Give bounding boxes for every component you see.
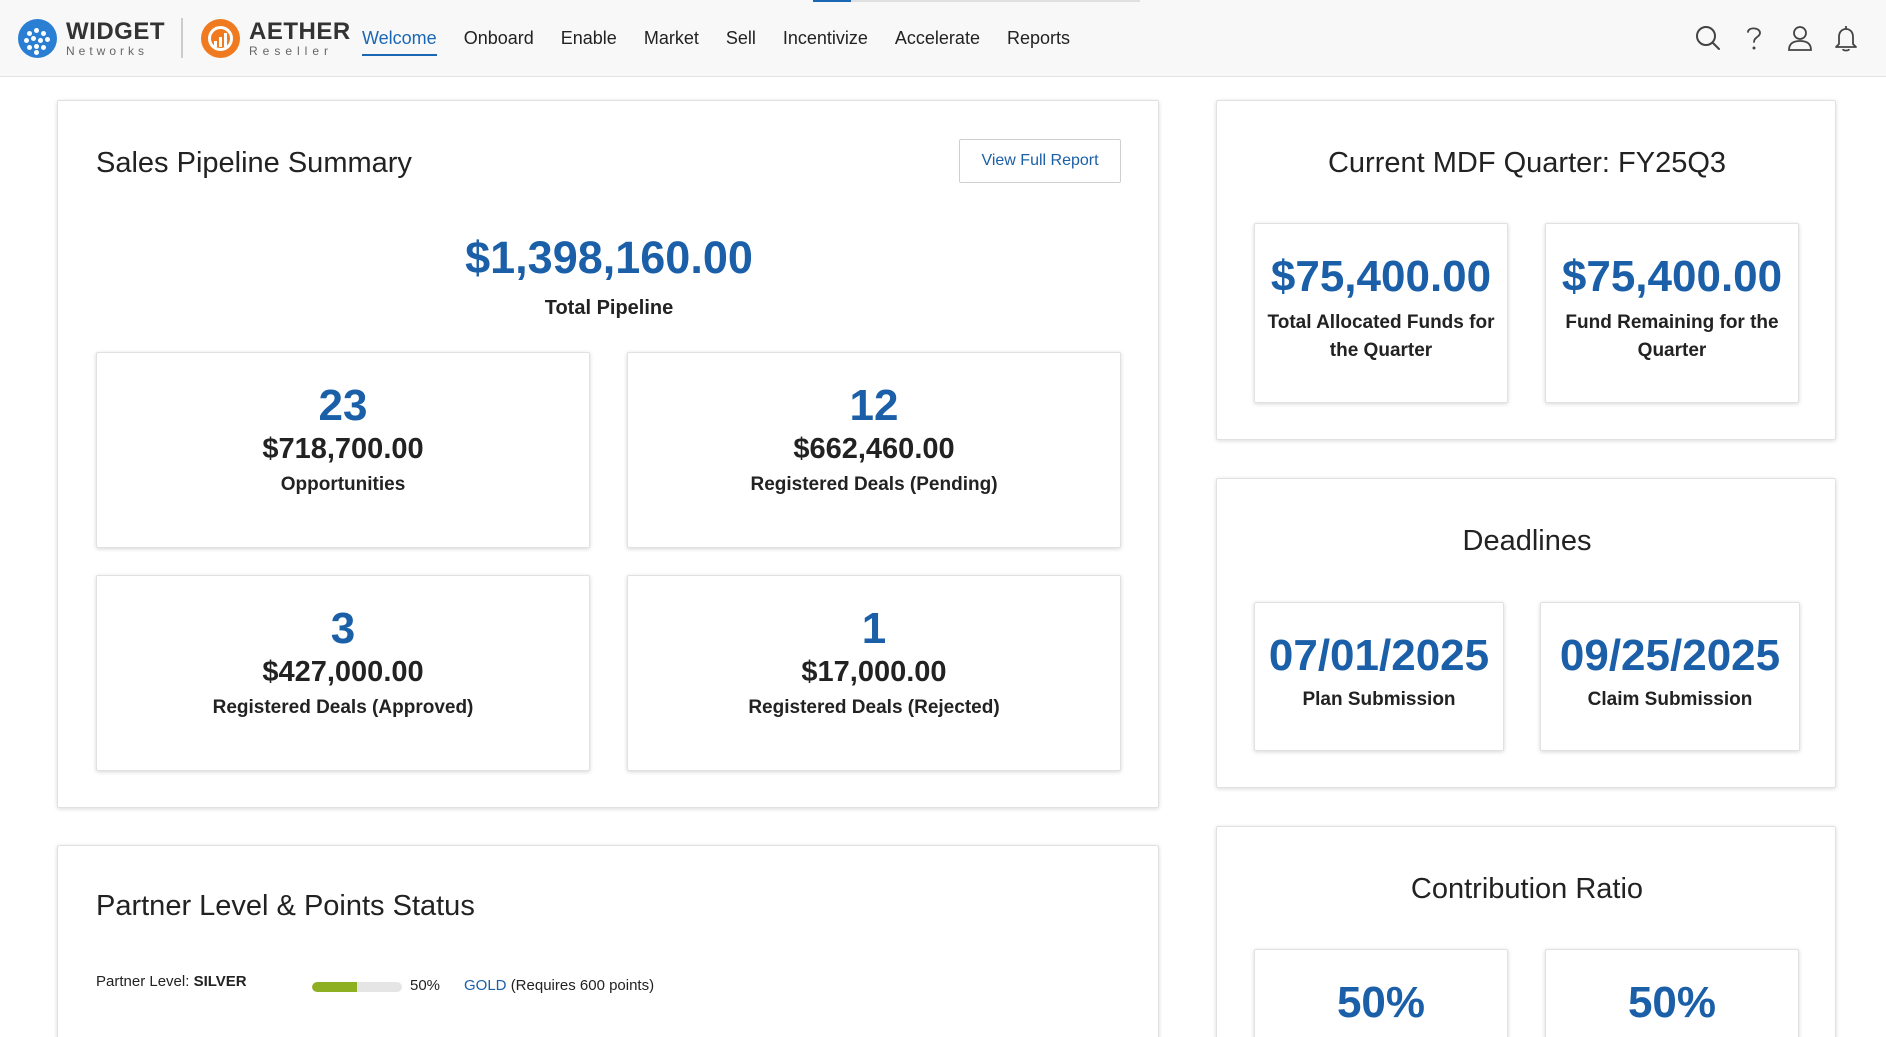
nav-sell[interactable]: Sell	[725, 28, 756, 48]
partner-level-title: Partner Level & Points Status	[96, 890, 475, 922]
deadlines-card: Deadlines 07/01/2025 Plan Submission 09/…	[1216, 478, 1836, 788]
next-level-requirement: (Requires 600 points)	[510, 977, 655, 994]
stat-amount: $662,460.00	[793, 433, 955, 465]
aether-brand-name: AETHER	[249, 18, 351, 45]
stat-label: Registered Deals (Pending)	[750, 474, 998, 495]
partner-level-value: SILVER	[193, 973, 247, 990]
nav-onboard[interactable]: Onboard	[463, 28, 534, 48]
stat-count: 1	[861, 604, 887, 653]
bell-icon[interactable]	[1830, 20, 1862, 56]
search-icon[interactable]	[1692, 20, 1724, 56]
nav-enable[interactable]: Enable	[560, 28, 617, 48]
ratio-value: 50%	[1336, 978, 1426, 1027]
sales-pipeline-card: Sales Pipeline Summary View Full Report …	[57, 100, 1159, 808]
help-icon[interactable]	[1738, 20, 1770, 56]
deadlines-title: Deadlines	[1462, 525, 1592, 557]
aether-reseller-logo[interactable]: AETHER Reseller	[201, 19, 351, 58]
contribution-ratio-title: Contribution Ratio	[1410, 873, 1644, 905]
header-actions	[1678, 20, 1862, 56]
stat-amount: $718,700.00	[262, 433, 424, 465]
stat-count: 3	[330, 604, 356, 653]
deadline-date: 07/01/2025	[1268, 631, 1490, 680]
stat-label: Opportunities	[280, 474, 406, 495]
plan-submission-deadline: 07/01/2025 Plan Submission	[1254, 602, 1504, 751]
contribution-ratio-partner: 50%	[1254, 949, 1508, 1037]
top-accent-bar	[813, 0, 1140, 2]
registered-deals-approved-stat[interactable]: 3 $427,000.00 Registered Deals (Approved…	[96, 575, 590, 771]
logo-divider	[181, 18, 183, 58]
stat-label-line1: Fund Remaining for the	[1565, 312, 1779, 333]
fund-remaining-stat: $75,400.00 Fund Remaining for the Quarte…	[1545, 223, 1799, 403]
stat-count: 23	[318, 381, 368, 430]
ratio-value: 50%	[1627, 978, 1717, 1027]
points-progress-text: 50%	[410, 977, 441, 994]
partner-level-card: Partner Level & Points Status Partner Le…	[57, 845, 1159, 1037]
deadline-label: Claim Submission	[1587, 689, 1753, 710]
next-level-link[interactable]: GOLD	[464, 977, 507, 994]
stat-amount: $427,000.00	[262, 656, 424, 688]
claim-submission-deadline: 09/25/2025 Claim Submission	[1540, 602, 1800, 751]
stat-label-line1: Total Allocated Funds for	[1267, 312, 1495, 333]
total-pipeline-label: Total Pipeline	[544, 297, 674, 319]
stat-value: $75,400.00	[1561, 252, 1783, 301]
view-full-report-button[interactable]: View Full Report	[959, 139, 1121, 183]
sales-pipeline-title: Sales Pipeline Summary	[96, 147, 412, 179]
widget-networks-logo[interactable]: WIDGET Networks	[18, 19, 165, 58]
mdf-quarter-title: Current MDF Quarter: FY25Q3	[1327, 147, 1727, 179]
stat-label-line2: the Quarter	[1329, 340, 1433, 361]
points-progress-bar	[312, 982, 402, 992]
registered-deals-pending-stat[interactable]: 12 $662,460.00 Registered Deals (Pending…	[627, 352, 1121, 548]
widget-logo-icon	[18, 19, 57, 58]
user-icon[interactable]	[1784, 20, 1816, 56]
points-progress-fill	[312, 982, 357, 992]
main-nav: Welcome Onboard Enable Market Sell Incen…	[358, 0, 1093, 77]
aether-logo-icon	[201, 19, 240, 58]
stat-label: Registered Deals (Rejected)	[748, 697, 1000, 718]
nav-market[interactable]: Market	[643, 28, 699, 48]
stat-amount: $17,000.00	[801, 656, 947, 688]
total-pipeline-value: $1,398,160.00	[465, 232, 753, 283]
registered-deals-rejected-stat[interactable]: 1 $17,000.00 Registered Deals (Rejected)	[627, 575, 1121, 771]
widget-brand-sub: Networks	[66, 44, 149, 58]
partner-level-label: Partner Level:	[96, 973, 190, 990]
opportunities-stat[interactable]: 23 $718,700.00 Opportunities	[96, 352, 590, 548]
stat-value: $75,400.00	[1270, 252, 1492, 301]
stat-label-line2: Quarter	[1637, 340, 1707, 361]
contribution-ratio-vendor: 50%	[1545, 949, 1799, 1037]
nav-incentivize[interactable]: Incentivize	[782, 28, 868, 48]
contribution-ratio-card: Contribution Ratio 50% 50%	[1216, 826, 1836, 1037]
aether-brand-sub: Reseller	[249, 44, 334, 58]
deadline-date: 09/25/2025	[1559, 631, 1781, 680]
nav-reports[interactable]: Reports	[1006, 28, 1070, 48]
stat-label: Registered Deals (Approved)	[212, 697, 474, 718]
widget-brand-name: WIDGET	[66, 18, 165, 45]
nav-accelerate[interactable]: Accelerate	[894, 28, 980, 48]
deadline-label: Plan Submission	[1302, 689, 1456, 710]
top-header: WIDGET Networks AETHER Reseller Welcome …	[0, 0, 1886, 77]
total-allocated-funds-stat: $75,400.00 Total Allocated Funds for the…	[1254, 223, 1508, 403]
mdf-quarter-card: Current MDF Quarter: FY25Q3 $75,400.00 T…	[1216, 100, 1836, 440]
nav-welcome[interactable]: Welcome	[358, 0, 441, 77]
stat-count: 12	[849, 381, 899, 430]
